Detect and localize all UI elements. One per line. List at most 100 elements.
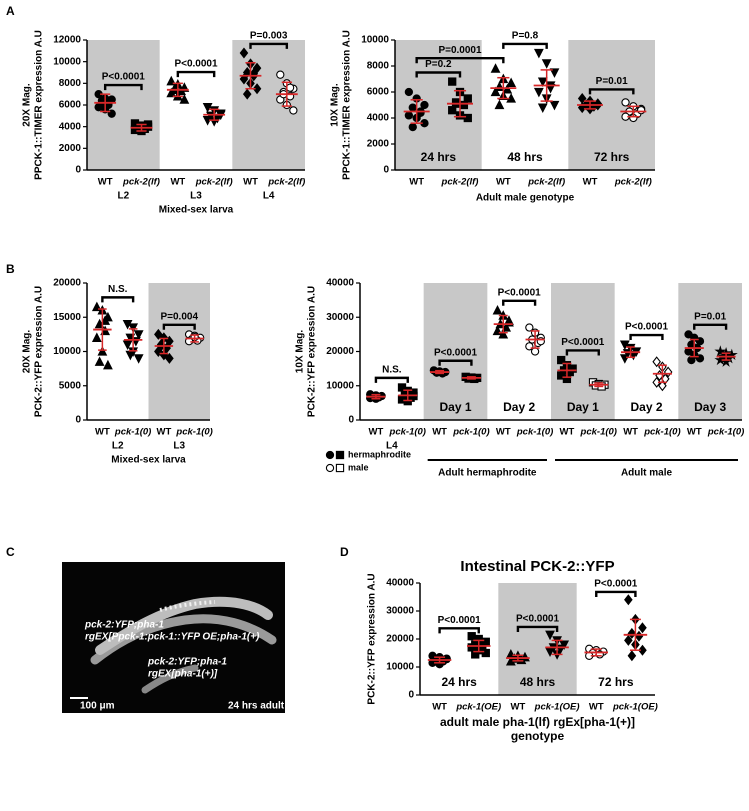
p-value: P<0.0001 <box>516 614 560 625</box>
section-sublabel: L3 <box>173 441 185 452</box>
data-point <box>91 332 102 342</box>
x-axis-label: adult male pha-1(lf) rgEx[pha-1(+)] <box>440 715 635 729</box>
significance-bracket <box>176 70 216 78</box>
y-tick-label: 0 <box>75 165 81 176</box>
data-point <box>627 627 637 639</box>
section-label: 48 hrs <box>520 675 556 689</box>
x-tick-label: pck-1(OE) <box>612 702 658 713</box>
p-value: P<0.0001 <box>434 347 478 358</box>
data-point <box>467 643 476 652</box>
data-point <box>404 87 414 97</box>
data-point <box>492 304 503 315</box>
p-value: P<0.0001 <box>625 322 669 333</box>
data-point <box>498 328 509 339</box>
x-tick-label: pck-1(0) <box>707 427 744 438</box>
y-axis-label: 10X Mag. <box>330 83 341 127</box>
y-tick-label: 0 <box>408 690 414 701</box>
data-point <box>242 67 252 78</box>
data-point <box>289 106 298 115</box>
p-value: N.S. <box>382 365 402 376</box>
data-point <box>104 99 113 109</box>
data-point <box>133 354 144 364</box>
significance-bracket <box>162 323 196 330</box>
significance-bracket <box>502 299 537 306</box>
y-tick-label: 10000 <box>386 662 414 673</box>
p-value: P<0.0001 <box>594 579 638 590</box>
data-point <box>408 103 417 112</box>
p-value: P=0.0001 <box>438 45 482 56</box>
y-tick-label: 30000 <box>386 606 414 617</box>
data-point <box>619 354 630 364</box>
data-point <box>448 77 457 86</box>
p-value: P<0.0001 <box>102 72 146 83</box>
x-tick-label: pck-1(0) <box>452 427 489 438</box>
x-tick-label: pck-1(0) <box>643 427 680 438</box>
x-tick-label: WT <box>687 427 702 438</box>
data-point <box>638 644 647 656</box>
x-tick-label: pck-1(0) <box>580 427 617 438</box>
section-group-label: Adult male <box>621 468 673 479</box>
x-tick-label: WT <box>156 427 171 438</box>
data-point <box>533 48 544 59</box>
p-value: N.S. <box>108 284 128 295</box>
y-tick-label: 15000 <box>53 312 81 323</box>
panel-c <box>62 562 285 713</box>
data-point <box>557 355 566 365</box>
chart-title: Intestinal PCK-2::YFP <box>460 558 614 575</box>
data-point <box>128 323 139 333</box>
x-tick-label: WT <box>432 427 447 438</box>
y-tick-label: 0 <box>75 415 81 426</box>
y-tick-label: 10000 <box>361 35 389 46</box>
significance-bracket <box>629 333 664 341</box>
image-label: pck-2:YFP;pha-1 <box>147 657 227 668</box>
data-point <box>695 354 705 363</box>
y-axis-label: PPCK-1::TIMER expression A.U <box>342 30 353 180</box>
x-tick-label: pck-1(OE) <box>534 702 580 713</box>
y-tick-label: 30000 <box>326 312 354 323</box>
data-point <box>154 328 163 340</box>
data-point <box>463 113 472 123</box>
data-point <box>502 83 513 94</box>
y-tick-label: 5000 <box>59 380 82 391</box>
x-tick-label: WT <box>432 702 447 713</box>
data-point <box>242 88 252 100</box>
p-value: P<0.0001 <box>561 337 605 348</box>
significance-bracket <box>595 590 637 597</box>
data-point <box>325 450 335 460</box>
panel-letter: A <box>6 4 15 18</box>
section-label: Day 1 <box>439 400 471 414</box>
x-axis-label: Adult male genotype <box>476 193 575 204</box>
section-label: 24 hrs <box>421 150 457 164</box>
significance-bracket <box>438 359 473 366</box>
section-shade <box>498 583 577 695</box>
x-tick-label: pck-2(lf) <box>195 177 233 188</box>
x-tick-label: WT <box>409 177 424 188</box>
data-point <box>652 356 661 368</box>
x-tick-label: pck-2(lf) <box>267 177 305 188</box>
y-tick-label: 0 <box>383 165 389 176</box>
section-group-label: Adult hermaphrodite <box>438 468 537 479</box>
section-sublabel: L4 <box>386 441 398 452</box>
p-value: P=0.01 <box>694 311 726 322</box>
data-point <box>276 70 285 79</box>
x-tick-label: WT <box>583 177 598 188</box>
x-axis-label: Mixed-sex larva <box>111 455 186 466</box>
data-point <box>494 99 505 110</box>
y-tick-label: 40000 <box>326 278 354 289</box>
p-value: P<0.0001 <box>438 615 482 626</box>
image-label: rgEX[pha-1(+)] <box>148 669 218 680</box>
data-point <box>103 359 113 370</box>
data-point <box>471 650 480 659</box>
data-point <box>122 340 133 351</box>
data-point <box>687 355 696 365</box>
x-tick-label: WT <box>95 427 110 438</box>
x-axis-label: Mixed-sex larva <box>159 205 234 216</box>
image-label: 24 hrs adult <box>228 701 285 712</box>
panel-letter: D <box>340 545 349 559</box>
y-tick-label: 10000 <box>53 346 81 357</box>
significance-bracket <box>103 83 143 91</box>
data-point <box>404 111 414 120</box>
y-tick-label: 2000 <box>59 143 82 154</box>
x-tick-label: pck-1(0) <box>175 427 212 438</box>
